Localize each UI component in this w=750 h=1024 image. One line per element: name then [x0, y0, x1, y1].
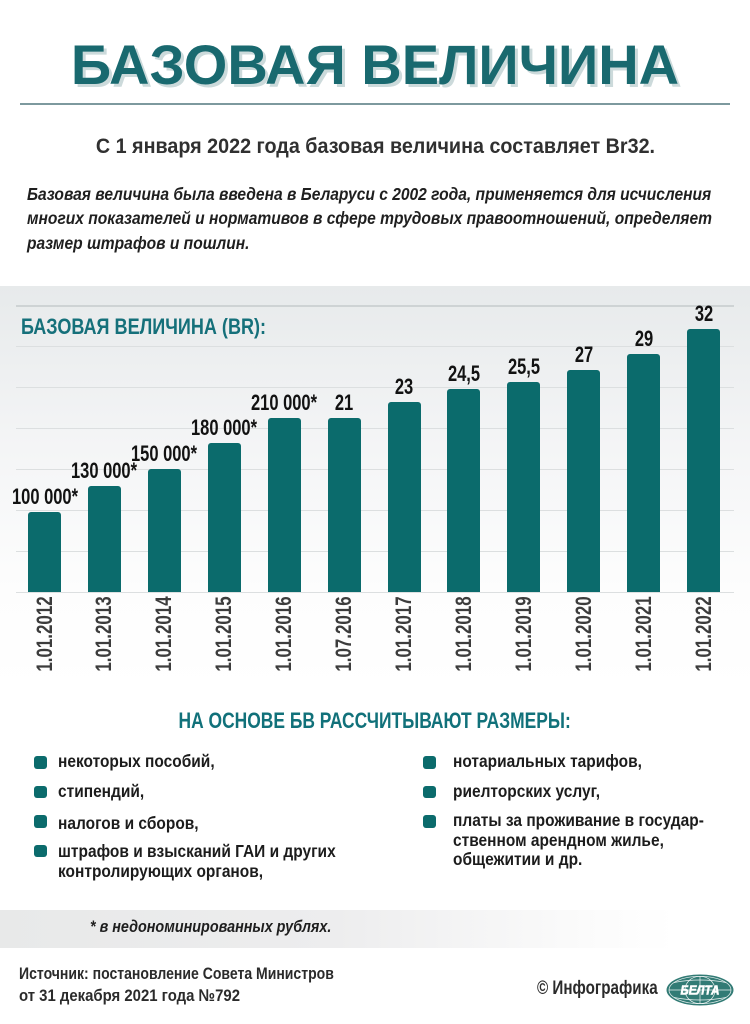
svg-text:БЕЛТА: БЕЛТА: [681, 983, 720, 997]
